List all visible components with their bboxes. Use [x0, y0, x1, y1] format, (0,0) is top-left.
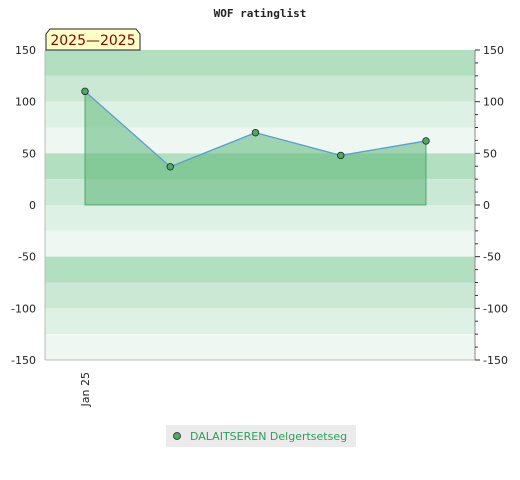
- y-tick-label-right: 0: [483, 199, 490, 212]
- chart-title: WOF ratinglist: [214, 7, 307, 20]
- legend[interactable]: DALAITSEREN Delgertsetseg: [166, 425, 356, 447]
- grid-band: [45, 205, 475, 231]
- grid-band: [45, 230, 475, 257]
- period-badge: 2025—2025: [45, 28, 141, 51]
- data-point[interactable]: [422, 137, 430, 145]
- grid-band: [45, 334, 475, 360]
- y-tick-label-left: -150: [11, 354, 36, 367]
- y-tick-label-left: -50: [18, 251, 36, 264]
- grid-band: [45, 75, 475, 102]
- badge-label: 2025—2025: [50, 33, 135, 49]
- data-point[interactable]: [166, 163, 174, 171]
- y-tick-label-right: 50: [483, 147, 497, 160]
- axes: [44, 49, 480, 361]
- data-point[interactable]: [337, 151, 345, 160]
- grid-band: [45, 282, 475, 309]
- legend-label: DALAITSEREN Delgertsetseg: [190, 430, 347, 443]
- y-tick-label-left: 150: [15, 44, 36, 57]
- grid-band: [45, 50, 475, 76]
- legend-marker: [173, 432, 181, 440]
- grid-band: [45, 256, 475, 283]
- y-tick-label-right: -50: [483, 251, 501, 264]
- y-tick-label-right: 150: [483, 44, 504, 57]
- badge-shape: [45, 28, 141, 51]
- data-point[interactable]: [251, 128, 260, 137]
- data-points: [81, 87, 430, 171]
- y-tick-label-left: 0: [29, 199, 36, 212]
- y-tick-label-left: 50: [22, 147, 36, 160]
- y-tick-label-left: -100: [11, 302, 36, 315]
- y-tick-label-right: -150: [483, 354, 508, 367]
- y-axis-left-ticks: 150 100 50 0 -50 -100 -150: [11, 44, 36, 367]
- x-tick-label: Jan 25: [79, 372, 92, 407]
- y-tick-label-left: 100: [15, 96, 36, 109]
- x-axis-ticks: Jan 25: [79, 372, 92, 407]
- y-axis-right-ticks: 150 100 50 0 -50 -100 -150: [483, 44, 508, 367]
- legend-box: [166, 425, 356, 447]
- data-point[interactable]: [81, 87, 89, 96]
- grid-band: [45, 308, 475, 335]
- y-tick-label-right: -100: [483, 302, 508, 315]
- y-tick-label-right: 100: [483, 96, 504, 109]
